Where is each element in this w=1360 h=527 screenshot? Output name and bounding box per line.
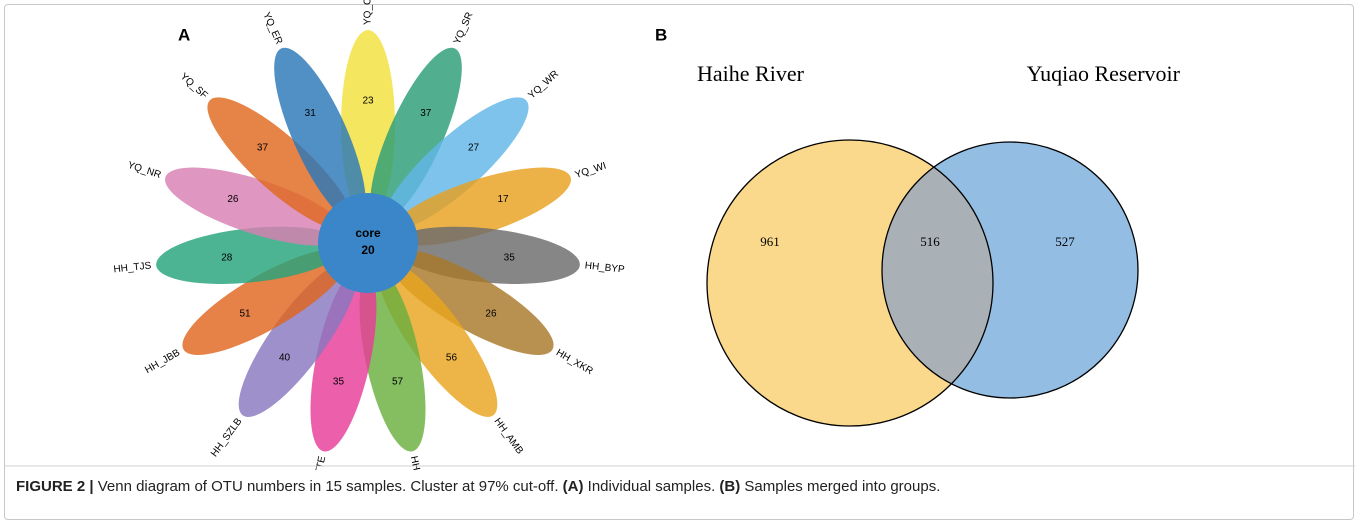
petal (386, 249, 554, 355)
petal-value: 31 (305, 108, 317, 119)
petal-value: 35 (504, 252, 516, 263)
petal-value: 26 (227, 194, 239, 205)
petal-label: HH_SZLB (209, 416, 245, 459)
petal-label: HH_XKR (554, 347, 595, 377)
petal (377, 259, 498, 417)
petal-label: HH_TTE (309, 455, 328, 470)
petal-value: 17 (497, 194, 509, 205)
set-outline (706, 139, 994, 427)
petal (382, 97, 529, 231)
petal-value: 51 (239, 309, 251, 320)
petal-value: 37 (420, 108, 432, 119)
petal-label: YQ_WI (574, 161, 608, 181)
figure: A B 23 YQ_CR 37 YQ_SR 27 YQ_WR 17 YQ_WI 35 HH_BYP… (5, 0, 1355, 470)
overlap-count: 516 (920, 234, 940, 249)
core-value: 20 (361, 243, 375, 257)
petal (207, 97, 354, 231)
petal-value: 40 (279, 353, 291, 364)
petal-label: YQ_SF (178, 71, 210, 101)
petal-value: 37 (257, 143, 269, 154)
petal-value: 23 (362, 96, 374, 107)
petal (310, 265, 377, 452)
petal-value: 35 (333, 377, 345, 388)
caption-figure: FIGURE 2 | (16, 478, 94, 495)
petal-label: HH_BYP (584, 260, 625, 275)
set-outline (881, 141, 1139, 399)
petal-label: HH_ZYHSR (408, 455, 430, 470)
petal (389, 167, 571, 246)
petal-label: YQ_ER (260, 11, 284, 46)
caption-text: Samples merged into groups. (744, 478, 941, 495)
petal-label: YQ_CR (363, 0, 374, 25)
petal (238, 259, 359, 417)
petal-label: HH_AMB (492, 416, 526, 456)
caption-b: (B) (719, 478, 741, 495)
petal-label: HH_JBB (143, 347, 182, 376)
petal-label: YQ_NR (126, 160, 162, 181)
set-name: Yuqiao Reservoir (1027, 61, 1181, 86)
petal-value: 28 (221, 252, 233, 263)
petal-value: 57 (392, 377, 404, 388)
core-label: core (355, 226, 381, 240)
figure-frame (4, 4, 1354, 520)
set-count: 961 (760, 234, 780, 249)
petal-value: 56 (446, 353, 458, 364)
caption-a: (A) (562, 478, 584, 495)
petal-value: 27 (468, 143, 480, 154)
caption-text: Venn diagram of OTU numbers in 15 sample… (97, 478, 559, 495)
panel-label: B (655, 25, 667, 44)
petal (370, 47, 462, 223)
core (318, 193, 418, 293)
set-name: Haihe River (697, 61, 805, 86)
petal (274, 47, 366, 223)
overlap (882, 142, 993, 398)
petal (165, 167, 347, 246)
petal-label: YQ_WR (526, 69, 561, 102)
petal (182, 249, 350, 355)
petal-label: YQ_SR (452, 11, 476, 46)
caption: FIGURE 2 | Venn diagram of OTU numbers i… (16, 478, 940, 495)
petal-label: HH_TJS (113, 260, 152, 275)
panel-label: A (178, 25, 190, 44)
caption-text: Individual samples. (587, 478, 716, 495)
petal-value: 26 (485, 309, 497, 320)
set-count: 527 (1055, 234, 1075, 249)
